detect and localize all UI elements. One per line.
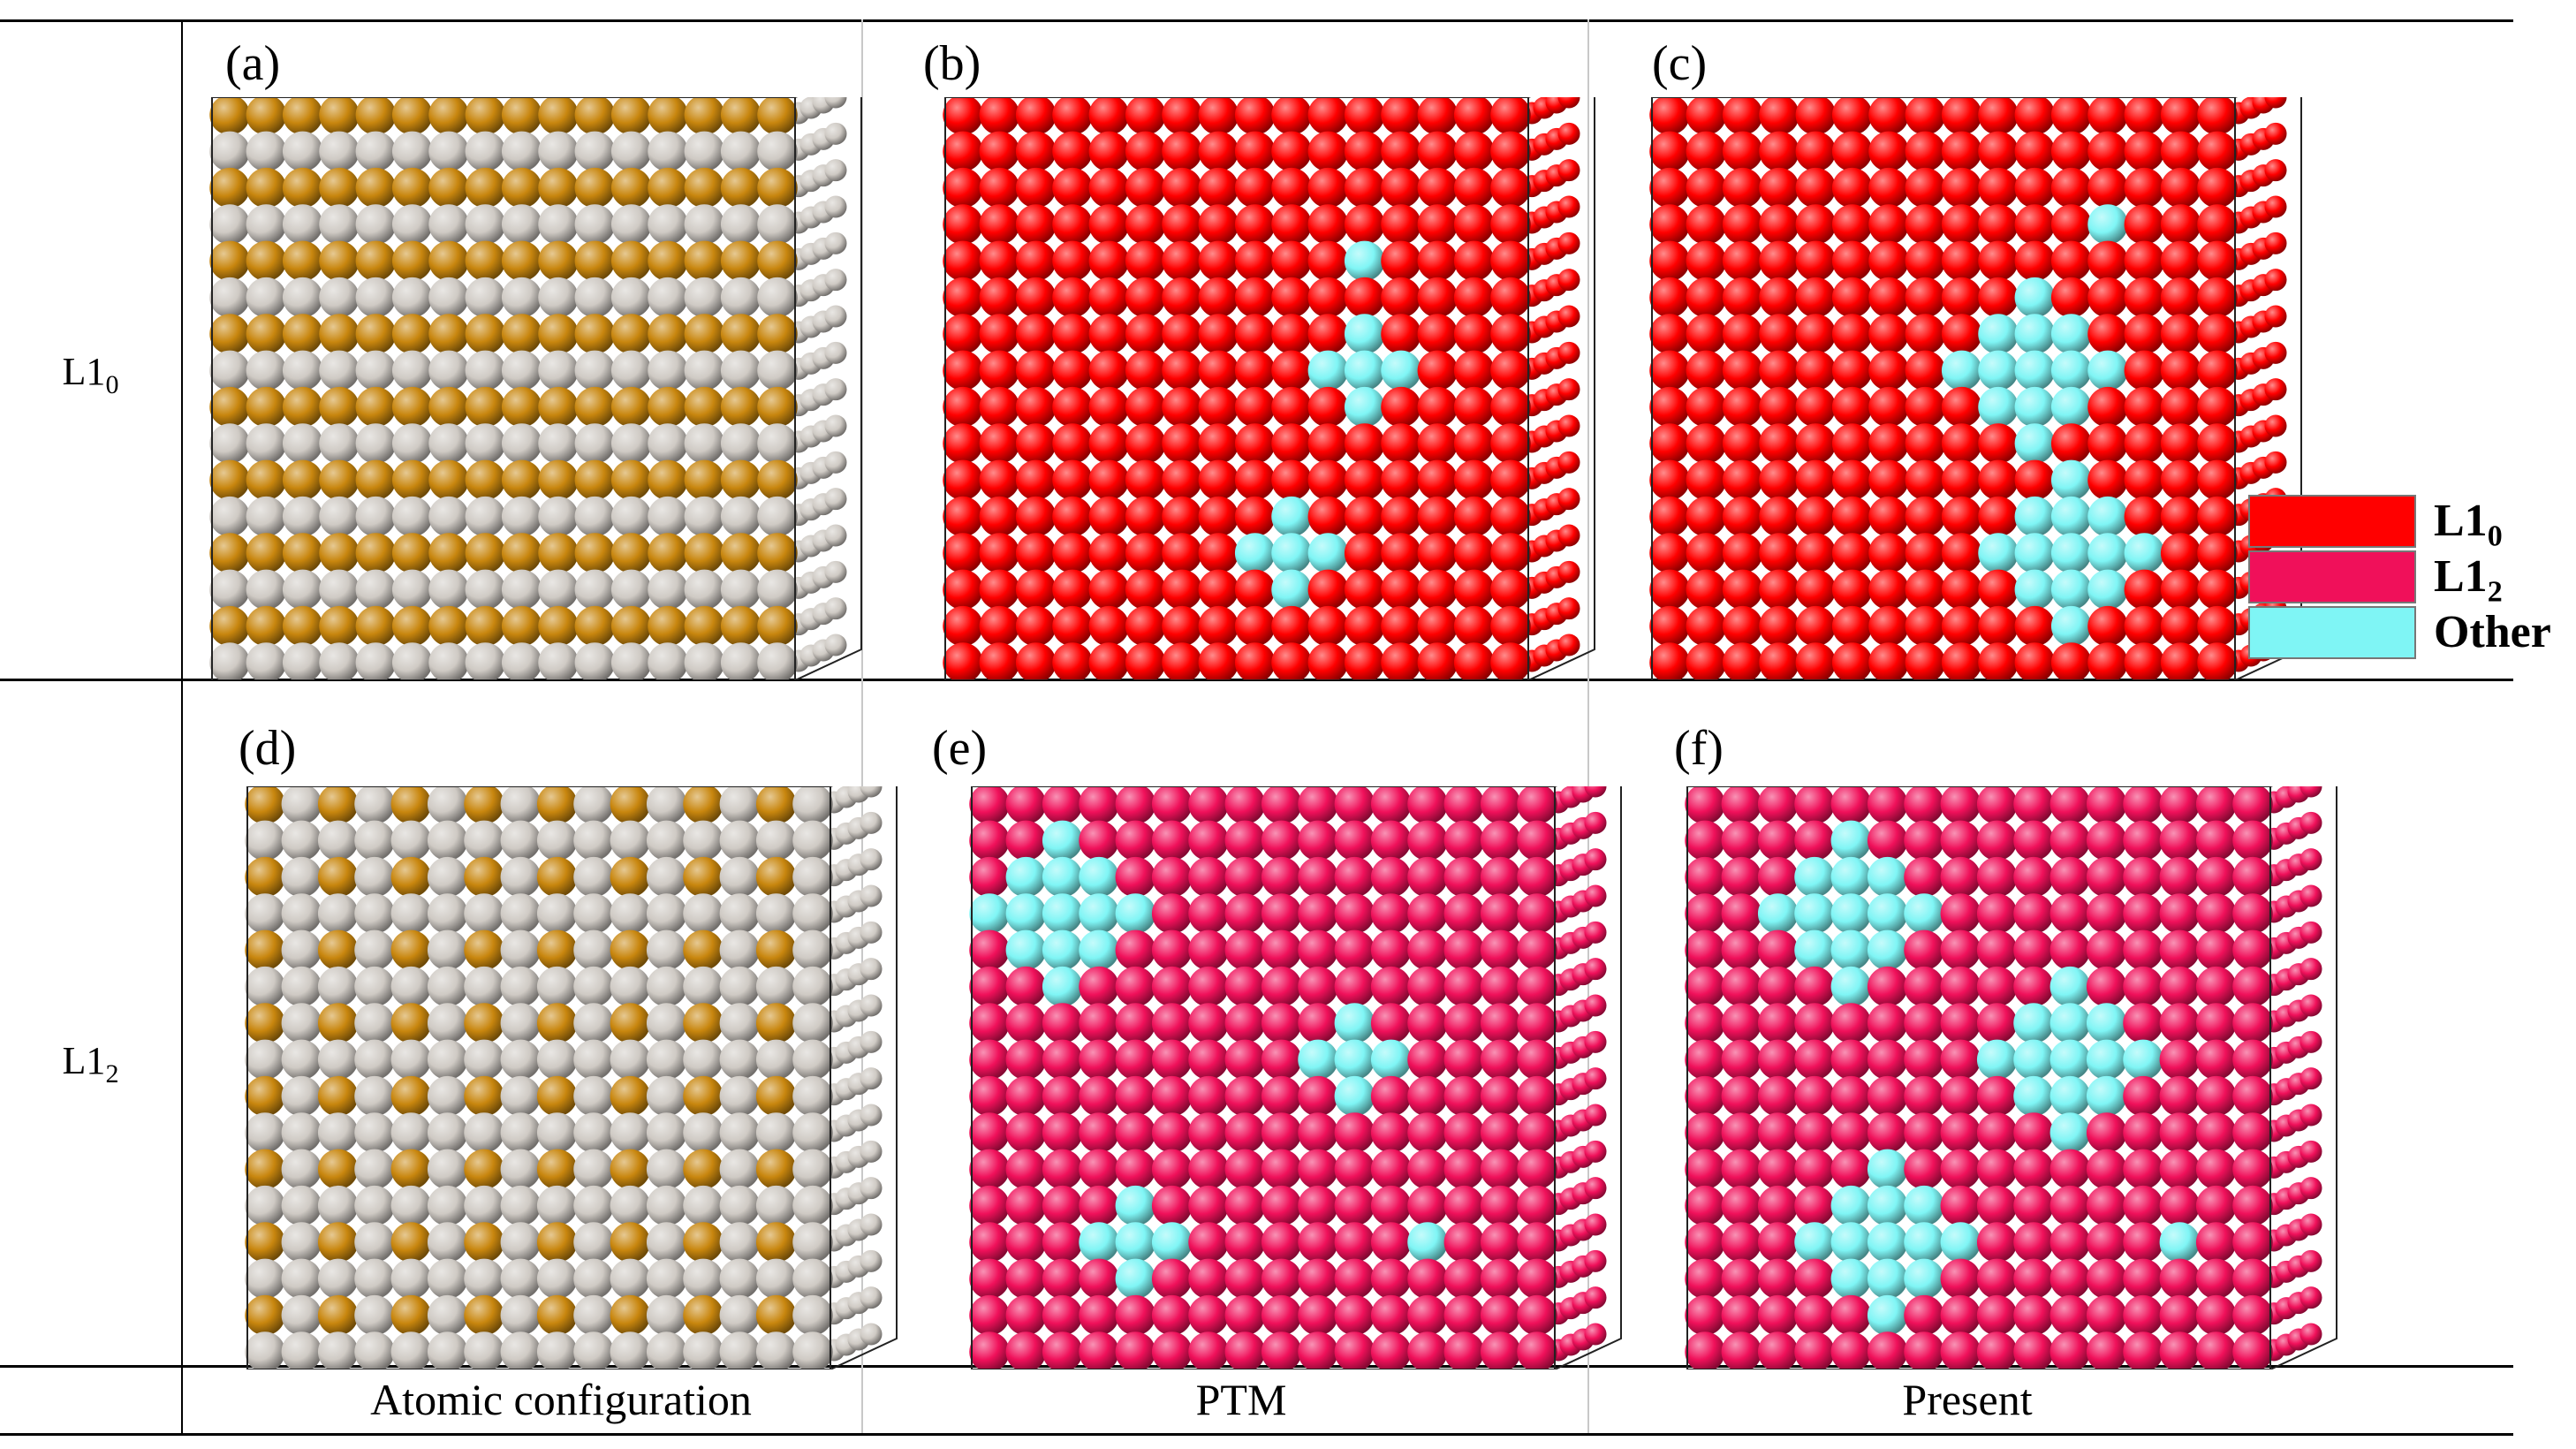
panel-label-b: (b) <box>923 36 981 91</box>
panel-c-present-l10-cube <box>1643 97 2315 680</box>
panel-b-ptm-l10-cube <box>936 97 1608 680</box>
panel-f-present-l12-cube <box>1678 786 2350 1369</box>
panel-a-atomic-configuration-cube <box>203 97 875 680</box>
column-label-present: Present <box>1902 1375 2033 1424</box>
legend-swatch-other <box>2248 606 2416 659</box>
table-column-divider <box>861 19 863 1433</box>
row-label-l10: L10 <box>62 350 119 399</box>
panel-label-a: (a) <box>225 36 281 91</box>
table-top-rule <box>0 19 2513 22</box>
row-label-l12: L12 <box>62 1039 119 1089</box>
panel-label-e: (e) <box>932 721 988 776</box>
legend-label-l10: L10 <box>2434 496 2503 553</box>
legend-swatch-l10 <box>2248 495 2416 548</box>
column-label-ptm: PTM <box>1195 1375 1287 1424</box>
legend-label-l12: L12 <box>2434 551 2503 609</box>
table-column-divider <box>1587 19 1589 1433</box>
panel-label-d: (d) <box>239 721 297 776</box>
legend-swatch-l12 <box>2248 550 2416 603</box>
panel-e-ptm-l12-cube <box>963 786 1634 1369</box>
panel-label-f: (f) <box>1674 721 1724 776</box>
legend-label-other: Other <box>2434 607 2551 657</box>
panel-label-c: (c) <box>1652 36 1708 91</box>
table-bottom-rule <box>0 1433 2513 1436</box>
panel-d-atomic-configuration-cube <box>239 786 910 1369</box>
column-label-atomic-configuration: Atomic configuration <box>370 1375 752 1424</box>
table-label-column-divider <box>181 19 183 1433</box>
